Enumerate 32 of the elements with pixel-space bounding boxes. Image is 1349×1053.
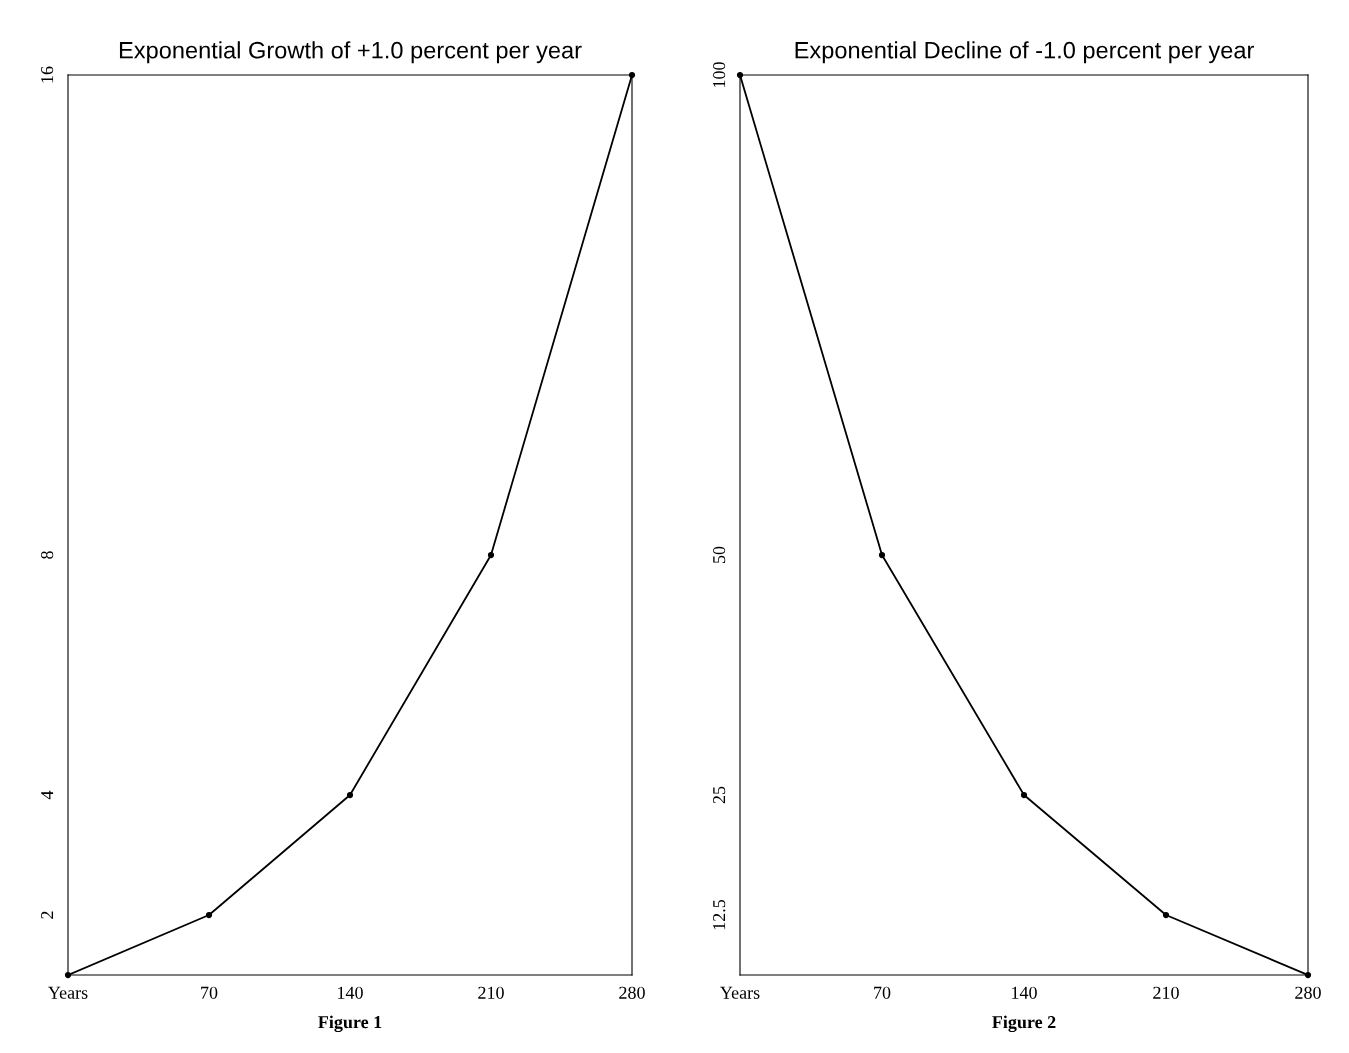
- x-tick-label: 280: [619, 986, 645, 999]
- y-tick-label: 4: [41, 790, 54, 800]
- y-tick-label: 12.5: [713, 899, 726, 930]
- y-tick-label: 8: [41, 551, 54, 559]
- y-tick-label: 50: [713, 546, 726, 563]
- point: [736, 71, 744, 79]
- point: [1304, 971, 1312, 979]
- point: [628, 71, 636, 79]
- point: [878, 551, 886, 559]
- chart-title: Exponential Decline of -1.0 percent per year: [795, 41, 1254, 64]
- y-tick-label: 2: [41, 911, 54, 919]
- point: [1162, 911, 1170, 919]
- chart-title: Exponential Growth of +1.0 percent per year: [119, 41, 582, 64]
- point: [1020, 791, 1028, 799]
- x-tick-label: 70: [201, 986, 218, 999]
- y-tick-label: 100: [713, 62, 726, 87]
- point: [487, 551, 495, 559]
- point: [346, 791, 354, 799]
- y-tick-label: 25: [713, 786, 726, 804]
- x-tick-label: 210: [478, 986, 504, 999]
- x-tick-label: 70: [874, 986, 891, 999]
- caption: Figure 2: [992, 1015, 1056, 1033]
- y-tick-label: 16: [41, 66, 54, 83]
- point: [205, 911, 213, 919]
- point: [64, 971, 72, 979]
- x-tick-label: 140: [1012, 986, 1037, 999]
- x-tick-label: 210: [1153, 986, 1179, 999]
- x-tick-label: Years: [720, 986, 760, 999]
- x-tick-label: 280: [1295, 986, 1321, 999]
- x-tick-label: 140: [338, 986, 363, 999]
- x-tick-label: Years: [48, 986, 88, 999]
- caption: Figure 1: [318, 1015, 382, 1033]
